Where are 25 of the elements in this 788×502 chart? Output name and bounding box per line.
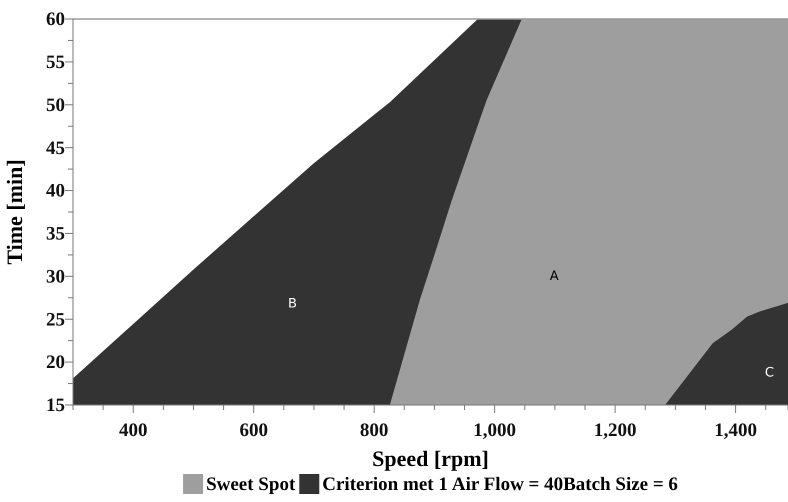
- y-tick-label: 40: [46, 180, 65, 202]
- x-tick-label: 1,400: [714, 420, 757, 441]
- y-tick-label: 15: [46, 395, 65, 416]
- x-tick-label: 1,000: [473, 420, 516, 441]
- annotation: A: [550, 269, 559, 284]
- y-tick-label: 20: [46, 352, 65, 374]
- x-tick-label: 400: [118, 420, 148, 441]
- legend-label: Criterion met 1: [322, 474, 448, 495]
- legend-label: Sweet Spot: [206, 474, 296, 495]
- x-tick-label: 800: [360, 420, 388, 441]
- y-axis-title: Time [min]: [2, 159, 27, 265]
- y-tick-label: 35: [46, 224, 65, 245]
- y-tick-label: 60: [46, 9, 65, 30]
- text: Batch Size = 6: [563, 474, 678, 495]
- x-tick-label: 600: [239, 420, 268, 441]
- y-tick-label: 30: [46, 266, 65, 288]
- text: Air Flow = 40: [452, 474, 564, 495]
- x-axis-title: Speed [rpm]: [372, 446, 489, 471]
- x-tick-label: 1,200: [594, 420, 636, 441]
- y-tick-label: 50: [46, 94, 65, 116]
- annotation: B: [288, 296, 297, 312]
- annotation: C: [764, 366, 774, 381]
- y-tick-label: 55: [46, 52, 65, 73]
- y-tick-label: 45: [46, 138, 65, 159]
- y-tick-label: 25: [46, 309, 65, 330]
